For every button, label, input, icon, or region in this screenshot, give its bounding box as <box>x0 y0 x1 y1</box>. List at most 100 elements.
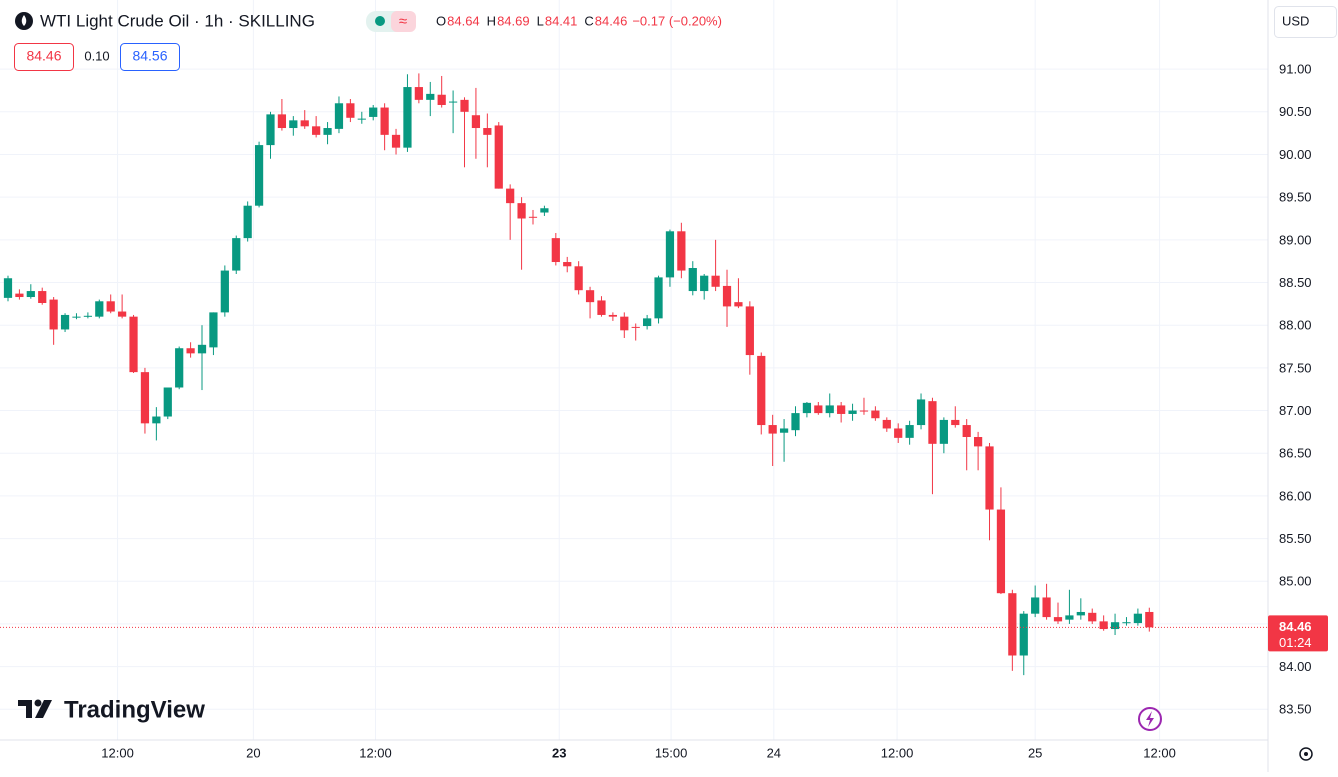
status-pill-right <box>391 11 416 32</box>
y-tick-label: 89.00 <box>1279 232 1312 247</box>
candle-body <box>802 402 812 414</box>
candle-body <box>551 238 560 263</box>
spread: 0.10 <box>84 48 109 63</box>
candle-body <box>437 94 446 105</box>
candle-body <box>973 437 983 447</box>
candle-body <box>779 428 789 433</box>
ohlc-value: 84.46 <box>595 13 628 28</box>
candle-body <box>1099 621 1108 630</box>
last-price-tag <box>1268 615 1328 652</box>
currency[interactable]: USD <box>1282 13 1309 28</box>
candle-body <box>677 231 686 271</box>
candle-body <box>1145 611 1154 628</box>
candle-body <box>118 311 127 317</box>
last-price-label: 84.46 <box>1279 619 1312 634</box>
candle-body <box>289 120 298 129</box>
settings-icon-core <box>1304 752 1308 756</box>
x-tick-label: 23 <box>552 745 566 760</box>
candle-body <box>129 316 138 373</box>
candle-body <box>26 291 35 298</box>
y-tick-label: 88.00 <box>1279 318 1312 333</box>
sell-price[interactable]: 84.46 <box>26 48 61 64</box>
candle-body <box>471 115 481 129</box>
candle-body <box>882 419 891 429</box>
candle-body <box>711 275 720 287</box>
candle-body <box>106 301 115 312</box>
y-tick-label: 87.00 <box>1279 403 1312 418</box>
y-tick-label: 83.50 <box>1279 702 1312 717</box>
candle-body <box>848 410 857 414</box>
logo-dot <box>34 699 42 707</box>
candle-body <box>1053 617 1063 622</box>
candle-body <box>722 285 732 307</box>
candle-body <box>346 103 355 118</box>
x-tick-label: 12:00 <box>881 745 914 760</box>
candle-body <box>140 372 150 424</box>
symbol-icon-drop <box>21 15 27 26</box>
candle-body <box>60 314 70 330</box>
candle-body <box>1019 613 1028 656</box>
candle-body <box>745 306 754 356</box>
ohlc-legend: O 84.64 H 84.69 L 84.41 C 84.46 −0.17 (−0.20%) <box>436 13 722 28</box>
axes-layer: 83.5084.0084.5085.0085.5086.0086.5087.00… <box>101 62 1328 760</box>
candle-body <box>814 405 823 414</box>
settings-icon[interactable] <box>1299 747 1313 761</box>
candle-body <box>631 326 640 328</box>
candle-body <box>254 145 264 206</box>
candle-body <box>1088 612 1097 622</box>
candle-body <box>574 266 583 291</box>
ohlc-value: 84.69 <box>497 13 530 28</box>
x-tick-label: 25 <box>1028 745 1042 760</box>
y-tick-label: 84.00 <box>1279 659 1312 674</box>
sell-box[interactable] <box>14 43 74 71</box>
candle-body <box>643 318 652 327</box>
candle-body <box>426 93 435 100</box>
candle-body <box>483 128 492 135</box>
candle-body <box>1042 597 1051 618</box>
alert-icon[interactable] <box>1138 707 1162 731</box>
candle-body <box>209 312 218 348</box>
candle-body <box>905 425 914 438</box>
candle-body <box>494 125 503 189</box>
candle-body <box>608 314 617 317</box>
candle-body <box>1008 593 1017 656</box>
candle-body <box>985 446 994 510</box>
y-tick-label: 90.50 <box>1279 104 1312 119</box>
ohlc-key: H <box>487 13 496 28</box>
y-tick-label: 90.00 <box>1279 147 1312 162</box>
y-tick-label: 88.50 <box>1279 275 1312 290</box>
ohlc-value: 84.41 <box>545 13 578 28</box>
candle-body <box>894 428 903 438</box>
x-tick-label: 24 <box>767 745 781 760</box>
candle-body <box>791 413 800 431</box>
ohlc-key: O <box>436 13 446 28</box>
candle-body <box>597 300 606 315</box>
y-tick-label: 91.00 <box>1279 62 1312 77</box>
brand-logo: TradingView <box>18 696 205 723</box>
symbol-title[interactable]: WTI Light Crude Oil · 1h · SKILLING <box>40 11 315 30</box>
candle-body <box>665 231 675 278</box>
candle-body <box>186 348 195 354</box>
candle-body <box>83 315 92 317</box>
candle-body <box>871 410 880 419</box>
candle-body <box>38 291 47 303</box>
currency-box[interactable] <box>1274 6 1337 38</box>
x-tick-label: 20 <box>246 745 260 760</box>
candle-body <box>1076 611 1085 616</box>
buy-price[interactable]: 84.56 <box>132 48 167 64</box>
candle-body <box>563 262 572 267</box>
ohlc-key: L <box>537 13 544 28</box>
buy-box[interactable] <box>120 43 180 71</box>
y-tick-label: 89.50 <box>1279 190 1312 205</box>
candle-body <box>916 399 926 426</box>
candle-body <box>15 293 24 298</box>
candle-body <box>403 87 412 148</box>
candle-body <box>688 268 697 292</box>
candle-body <box>266 114 275 146</box>
candle-body <box>837 405 846 414</box>
ohlc-value: 84.64 <box>447 13 480 28</box>
candle-body <box>528 216 538 218</box>
x-tick-label: 15:00 <box>655 745 688 760</box>
logo-mark <box>18 700 32 718</box>
